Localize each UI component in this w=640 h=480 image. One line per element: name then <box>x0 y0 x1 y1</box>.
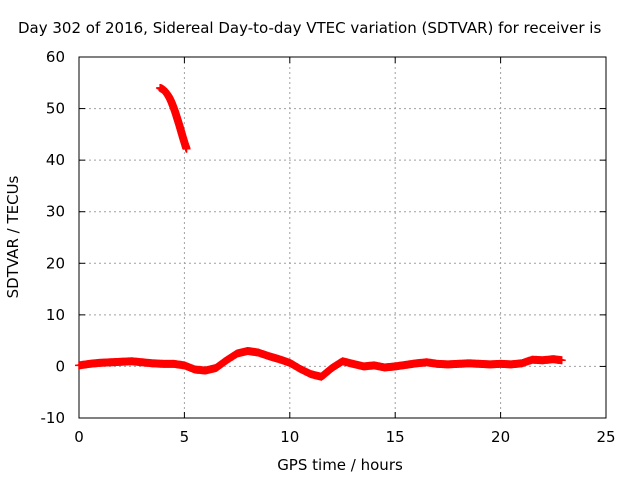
y-tick-label: 40 <box>46 151 65 169</box>
data-series <box>75 83 566 381</box>
data-point <box>557 356 566 365</box>
series-1 <box>156 83 191 153</box>
x-tick-label: 25 <box>596 428 615 446</box>
x-tick-label: 0 <box>74 428 84 446</box>
x-tick-label: 15 <box>386 428 405 446</box>
x-tick-label: 20 <box>491 428 510 446</box>
x-tick-label: 10 <box>280 428 299 446</box>
x-axis-label: GPS time / hours <box>277 456 403 474</box>
x-tick-label: 5 <box>180 428 190 446</box>
y-tick-label: 60 <box>46 48 65 66</box>
chart-grid <box>79 57 606 418</box>
y-tick-label: 10 <box>46 306 65 324</box>
y-axis: -10 0 10 20 30 40 50 60 <box>41 48 606 427</box>
y-axis-label: SDTVAR / TECUs <box>4 175 22 298</box>
series-2 <box>75 346 566 381</box>
y-tick-label: -10 <box>41 409 66 427</box>
y-tick-label: 20 <box>46 254 65 272</box>
x-axis: 0 5 10 15 20 25 <box>74 57 616 446</box>
y-tick-label: 50 <box>46 100 65 118</box>
y-tick-label: 30 <box>46 203 65 221</box>
plot-frame <box>78 56 607 419</box>
y-tick-label: 0 <box>55 357 65 375</box>
chart-title: Day 302 of 2016, Sidereal Day-to-day VTE… <box>18 19 601 37</box>
data-point <box>182 144 191 153</box>
